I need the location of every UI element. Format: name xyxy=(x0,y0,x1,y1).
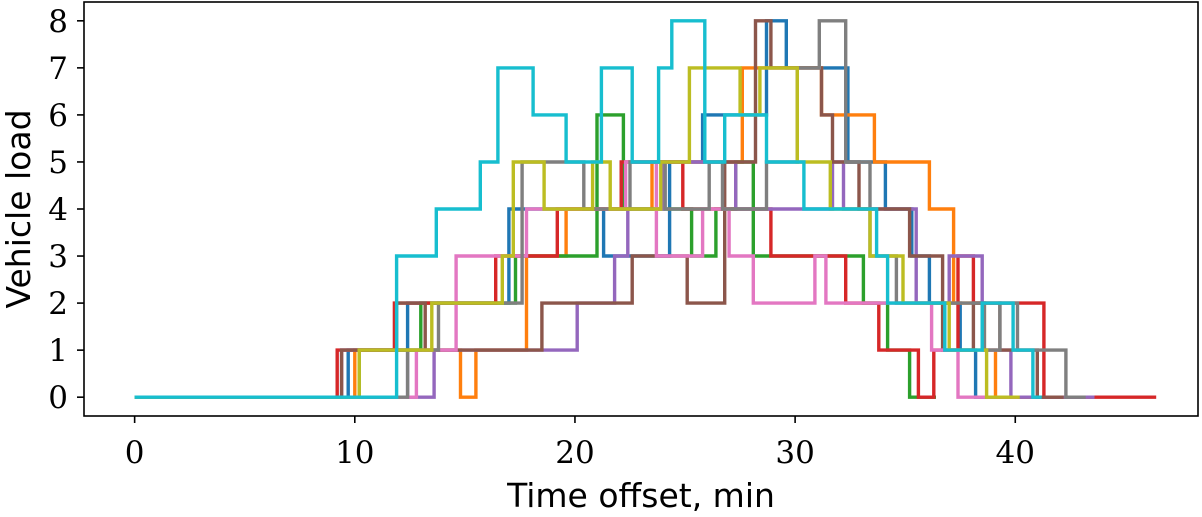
y-axis-title: Vehicle load xyxy=(0,109,38,308)
x-tick-label: 40 xyxy=(996,435,1035,471)
x-axis: 0 10 20 30 40 xyxy=(125,416,1035,471)
y-tick-label: 6 xyxy=(48,98,68,134)
y-tick-label: 4 xyxy=(48,192,68,228)
x-tick-label: 30 xyxy=(775,435,814,471)
y-tick-label: 5 xyxy=(48,145,68,181)
series-group xyxy=(134,19,1157,399)
y-tick-label: 1 xyxy=(48,333,68,369)
series-line-4 xyxy=(134,160,1157,399)
y-tick-label: 0 xyxy=(48,380,68,416)
series-line-6 xyxy=(134,19,1064,399)
series-line-2 xyxy=(134,66,1038,399)
x-tick-label: 20 xyxy=(555,435,594,471)
x-axis-title: Time offset, min xyxy=(506,476,775,515)
x-tick-label: 0 xyxy=(125,435,145,471)
series-line-10 xyxy=(134,19,1042,399)
y-tick-label: 3 xyxy=(48,239,68,275)
y-tick-label: 2 xyxy=(48,286,68,322)
series-line-5 xyxy=(134,160,1095,399)
y-axis: 0 1 2 3 4 5 6 7 8 xyxy=(48,4,84,416)
x-tick-label: 10 xyxy=(335,435,374,471)
y-tick-label: 7 xyxy=(48,51,68,87)
series-line-9 xyxy=(134,66,1020,399)
y-tick-label: 8 xyxy=(48,4,68,40)
